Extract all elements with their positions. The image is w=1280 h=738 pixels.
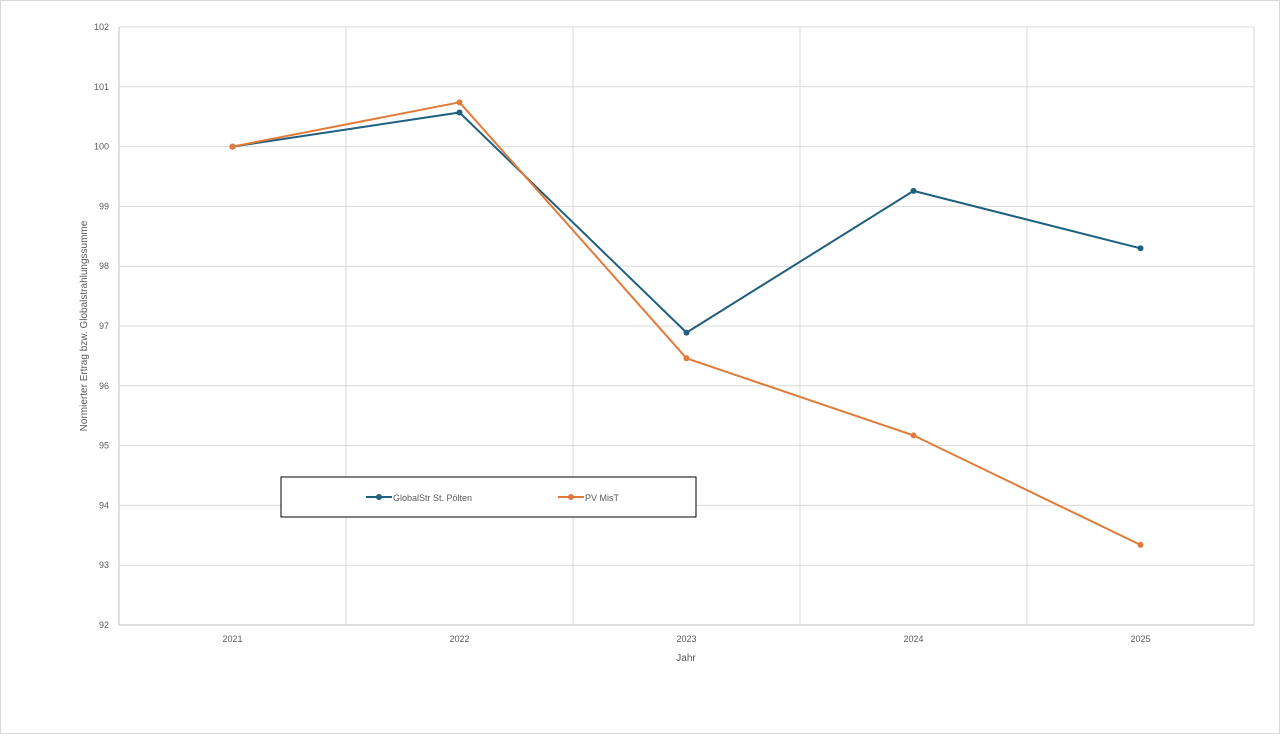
legend-swatch-marker-1 — [568, 494, 574, 500]
x-tick-label-1: 2022 — [449, 634, 469, 644]
x-tick-label-2: 2023 — [676, 634, 696, 644]
series-1-point-3 — [910, 432, 917, 439]
series-1-point-4 — [1137, 541, 1144, 548]
series-0-point-4 — [1137, 245, 1144, 252]
gridlines — [118, 26, 1255, 626]
legend-box — [280, 476, 697, 518]
y-tick-label-4: 96 — [99, 381, 109, 391]
series-1-point-0 — [229, 143, 236, 150]
y-tick-label-8: 100 — [94, 142, 109, 152]
axes — [118, 27, 1254, 626]
y-tick-label-7: 99 — [99, 201, 109, 211]
legend-label-0: GlobalStr St. Pölten — [393, 493, 472, 503]
y-tick-label-6: 98 — [99, 261, 109, 271]
y-tick-label-9: 101 — [94, 82, 109, 92]
y-tick-label-3: 95 — [99, 441, 109, 451]
y-axis-label: Normierter Ertrag bzw. Globalstrahlungss… — [79, 220, 90, 431]
y-tick-label-10: 102 — [94, 22, 109, 32]
y-tick-label-2: 94 — [99, 500, 109, 510]
series-1-point-2 — [683, 355, 690, 362]
x-tick-label-0: 2021 — [222, 634, 242, 644]
legend: GlobalStr St. Pölten PV MisT — [280, 476, 697, 518]
y-tick-label-5: 97 — [99, 321, 109, 331]
y-tick-label-1: 93 — [99, 560, 109, 570]
y-tick-label-0: 92 — [99, 620, 109, 630]
x-tick-labels: 2021 2022 2023 2024 2025 — [222, 634, 1150, 644]
legend-swatch-marker-0 — [376, 494, 382, 500]
y-tick-labels: 92 93 94 95 96 97 98 99 100 101 102 — [94, 22, 109, 630]
series-1-point-1 — [456, 99, 463, 106]
series-line-0 — [232, 111, 1141, 334]
x-tick-label-4: 2025 — [1130, 634, 1150, 644]
legend-label-1: PV MisT — [585, 493, 620, 503]
series-layer — [229, 99, 1144, 548]
x-axis-label: Jahr — [676, 653, 696, 664]
series-0-point-3 — [910, 187, 917, 194]
series-0-point-2 — [683, 329, 690, 336]
x-tick-label-3: 2024 — [903, 634, 923, 644]
series-0-point-1 — [456, 109, 463, 116]
